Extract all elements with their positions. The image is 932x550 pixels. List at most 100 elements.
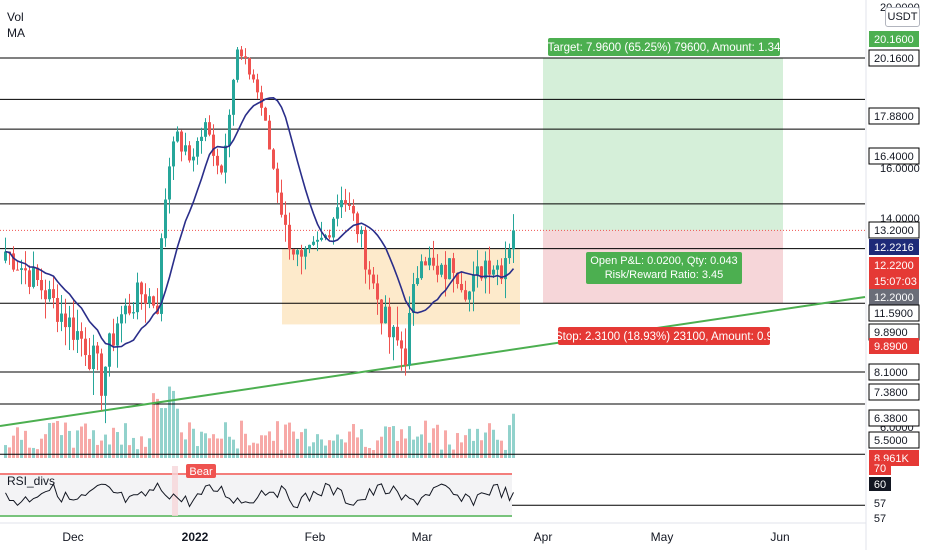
moving-average: [5, 96, 515, 348]
position-zones[interactable]: [282, 58, 783, 325]
candle-body: [208, 122, 211, 135]
volume-bar: [168, 386, 171, 458]
volume-bar: [196, 446, 199, 458]
candle-body: [384, 306, 387, 324]
candle-body: [484, 260, 487, 279]
candle-body: [84, 338, 87, 356]
candle-body: [460, 283, 463, 291]
volume-bar: [4, 445, 7, 458]
volume-bar: [260, 435, 263, 458]
price-label: 11.5900: [874, 308, 913, 320]
volume-bar: [80, 426, 83, 458]
volume-bar: [476, 428, 479, 458]
candle-body: [284, 214, 287, 225]
trendline[interactable]: [0, 296, 866, 427]
candle-body: [116, 323, 119, 346]
volume-bar: [500, 440, 503, 458]
candle-body: [212, 134, 215, 156]
position-labels[interactable]: Target: 7.9600 (65.25%) 79600, Amount: 1…: [548, 38, 781, 345]
candle-body: [368, 269, 371, 275]
volume-bar: [16, 427, 19, 458]
volume-bar: [132, 437, 135, 458]
pnl-label-line1: Open P&L: 0.0200, Qty: 0.043: [590, 255, 737, 267]
price-label: 12.2000: [874, 292, 914, 304]
price-label-bg: [868, 409, 920, 427]
candle-body: [448, 258, 451, 280]
candle-body: [236, 49, 239, 80]
target-label-bg[interactable]: [548, 38, 780, 56]
volume-bar: [356, 437, 359, 458]
volume-bar: [208, 438, 211, 458]
volume-bar: [180, 432, 183, 458]
candle-body: [184, 145, 187, 152]
stop-label-bg[interactable]: [558, 327, 770, 345]
price-label: 12.2200: [874, 260, 914, 272]
volume-bar: [344, 442, 347, 458]
volume-bar: [272, 440, 275, 458]
time-axis-label: Feb: [305, 530, 326, 544]
price-tick-label: 16.0000: [880, 163, 920, 175]
volume-bar: [200, 431, 203, 458]
price-axis[interactable]: 20.000016.000014.00006.000020.160020.160…: [865, 0, 932, 550]
volume-bar: [312, 442, 315, 458]
candle-body: [104, 366, 107, 396]
price-label: 20.1600: [874, 53, 914, 65]
candle-body: [152, 296, 155, 306]
volume-bar: [316, 434, 319, 458]
candle-body: [264, 107, 267, 121]
candle-body: [404, 348, 407, 366]
candle-body: [440, 264, 443, 275]
ma-indicator-label[interactable]: MA: [7, 26, 25, 40]
time-axis-label: Jun: [770, 530, 789, 544]
volume-bar: [276, 421, 279, 458]
volume-bar: [72, 447, 75, 458]
candle-body: [360, 229, 363, 235]
rsi-axis-label: 57: [874, 498, 886, 510]
candle-body: [188, 145, 191, 161]
time-axis[interactable]: Dec 2022 Feb Mar Apr May Jun: [0, 522, 866, 544]
volume-bar: [448, 444, 451, 458]
volume-bar: [464, 435, 467, 458]
volume-bar: [512, 413, 515, 458]
currency-selector-button[interactable]: USDT: [885, 7, 920, 27]
candle-body: [60, 313, 63, 322]
candle-body: [428, 257, 431, 266]
volume-bar: [444, 430, 447, 458]
candle-body: [80, 331, 83, 339]
volume-bar: [308, 446, 311, 458]
price-label: 8.1000: [874, 367, 908, 379]
candle-body: [164, 199, 167, 239]
volume-bar: [404, 438, 407, 458]
candle-body: [488, 260, 491, 275]
volume-bar: [488, 423, 491, 458]
volume-bar: [112, 427, 115, 458]
volume-bar: [92, 430, 95, 458]
candle-body: [276, 168, 279, 193]
candle-body: [256, 79, 259, 93]
pnl-label-bg[interactable]: [586, 252, 742, 284]
rsi-axis-label: 70: [874, 463, 886, 475]
volume-bar: [332, 440, 335, 458]
rsi-indicator-label[interactable]: RSI_divs: [7, 474, 56, 488]
rsi-pane: Bear: [0, 464, 514, 517]
volume-bar: [68, 430, 71, 458]
volume-bar: [472, 440, 475, 458]
price-label: 13.2000: [874, 225, 914, 237]
candle-body: [124, 305, 127, 315]
candle-body: [260, 92, 263, 108]
candle-body: [176, 131, 179, 142]
volume-bar: [164, 408, 167, 458]
candle-body: [316, 239, 319, 242]
rsi-background: [0, 475, 512, 515]
candle-body: [32, 267, 35, 287]
volume-bar: [88, 438, 91, 458]
candle-body: [312, 241, 315, 245]
candle-body: [180, 131, 183, 152]
volume-indicator-label[interactable]: Vol: [7, 10, 24, 24]
volume-bar: [268, 431, 271, 458]
volume-bar: [224, 422, 227, 458]
price-label: 9.8900: [874, 341, 908, 353]
candle-body: [500, 265, 503, 280]
candle-body: [504, 258, 507, 280]
